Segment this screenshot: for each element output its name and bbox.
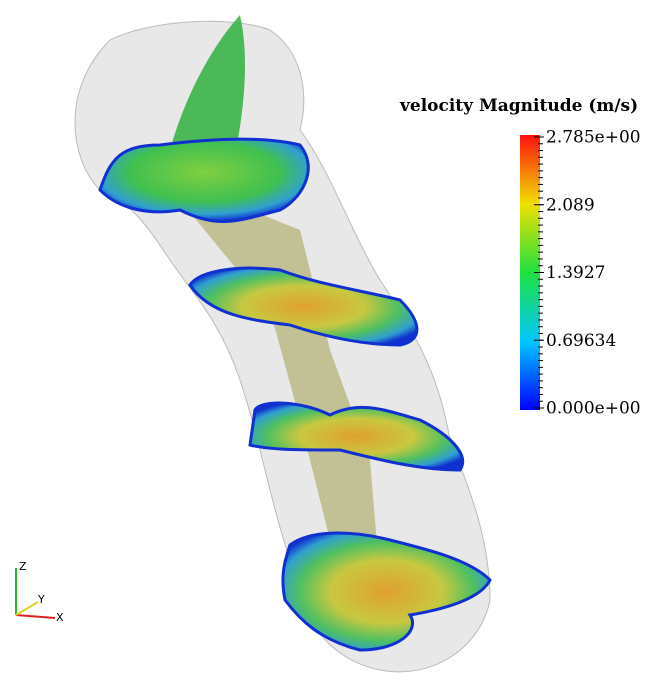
- scene: Z Y X velocity Magnitude (m/s) 2.785e+00…: [0, 0, 654, 686]
- slice: [100, 139, 308, 221]
- axis-label: X: [56, 611, 64, 624]
- legend-title: velocity Magnitude (m/s): [399, 96, 638, 116]
- axis-label: Y: [37, 593, 45, 606]
- legend-label: 0.69634: [546, 331, 616, 351]
- legend-label: 1.3927: [546, 263, 605, 283]
- axis-y: [16, 602, 38, 615]
- axis-label: Z: [19, 560, 27, 573]
- legend-label: 2.785e+00: [546, 128, 641, 148]
- legend-label: 0.000e+00: [546, 399, 641, 419]
- legend-label: 2.089: [546, 195, 595, 215]
- axis-x: [16, 615, 55, 618]
